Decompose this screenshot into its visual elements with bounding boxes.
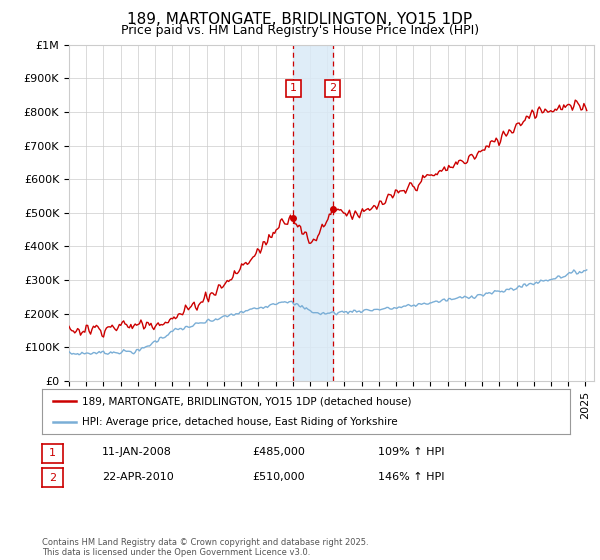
Text: £510,000: £510,000: [252, 472, 305, 482]
Text: 189, MARTONGATE, BRIDLINGTON, YO15 1DP (detached house): 189, MARTONGATE, BRIDLINGTON, YO15 1DP (…: [82, 396, 411, 407]
Text: 2: 2: [49, 473, 56, 483]
Text: 2: 2: [329, 83, 336, 94]
Text: £485,000: £485,000: [252, 447, 305, 458]
Text: Contains HM Land Registry data © Crown copyright and database right 2025.
This d: Contains HM Land Registry data © Crown c…: [42, 538, 368, 557]
Text: 109% ↑ HPI: 109% ↑ HPI: [378, 447, 445, 458]
Text: 146% ↑ HPI: 146% ↑ HPI: [378, 472, 445, 482]
Text: 22-APR-2010: 22-APR-2010: [102, 472, 174, 482]
Text: HPI: Average price, detached house, East Riding of Yorkshire: HPI: Average price, detached house, East…: [82, 417, 397, 427]
Text: 11-JAN-2008: 11-JAN-2008: [102, 447, 172, 458]
Text: Price paid vs. HM Land Registry's House Price Index (HPI): Price paid vs. HM Land Registry's House …: [121, 24, 479, 36]
Text: 1: 1: [49, 448, 56, 458]
Text: 1: 1: [290, 83, 297, 94]
Text: 189, MARTONGATE, BRIDLINGTON, YO15 1DP: 189, MARTONGATE, BRIDLINGTON, YO15 1DP: [127, 12, 473, 27]
Bar: [293, 45, 333, 381]
